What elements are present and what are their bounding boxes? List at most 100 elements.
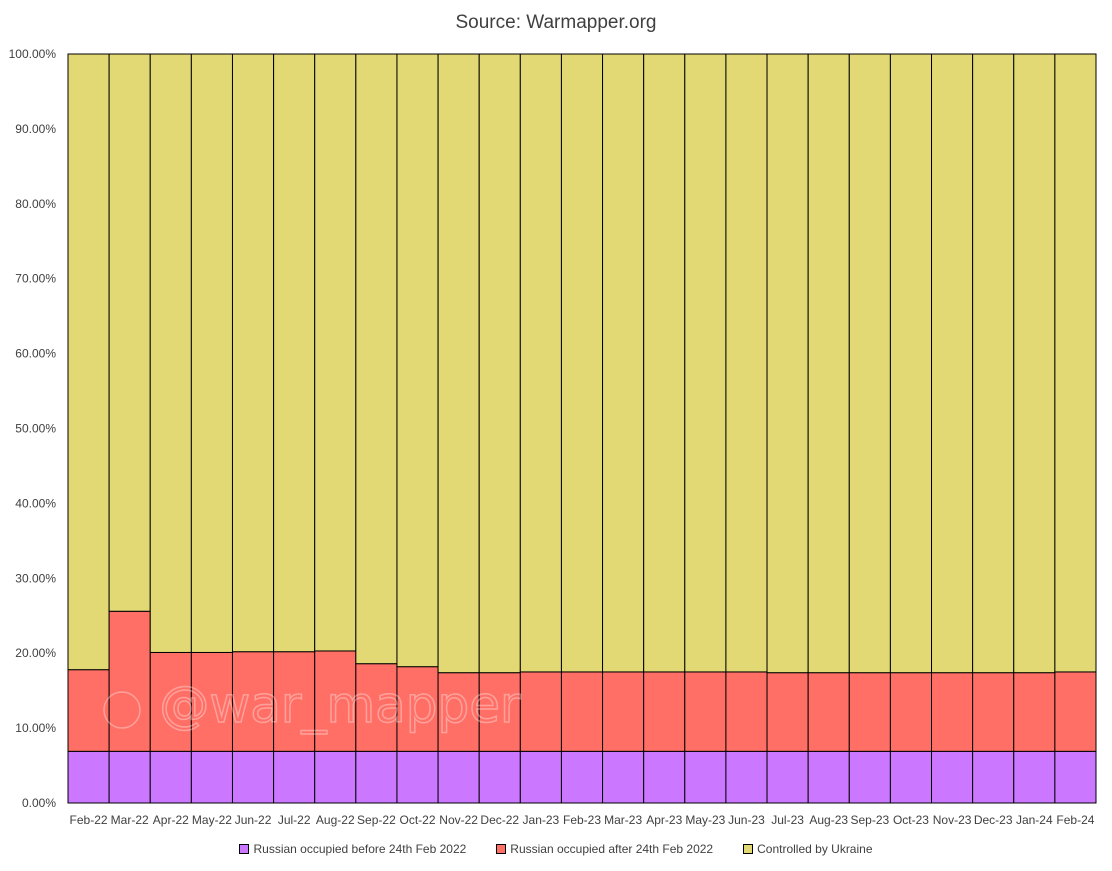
bar-segment-after xyxy=(478,672,521,752)
legend-item-after: Russian occupied after 24th Feb 2022 xyxy=(496,842,713,856)
bar-segment-ukraine xyxy=(149,53,192,653)
x-tick-label: Aug-23 xyxy=(809,813,848,827)
bar-segment-before xyxy=(889,750,933,804)
bar-segment-after xyxy=(1013,672,1056,752)
bar-segment-ukraine xyxy=(889,53,933,674)
legend-swatch-before xyxy=(239,844,250,854)
bar-segment-ukraine xyxy=(807,53,850,674)
legend-label-after: Russian occupied after 24th Feb 2022 xyxy=(510,842,714,856)
bar-segment-after xyxy=(972,672,1015,752)
bar-segment-before xyxy=(519,750,562,804)
legend-item-ukraine: Controlled by Ukraine xyxy=(743,842,873,856)
x-tick-label: Aug-22 xyxy=(316,813,355,827)
bar-segment-before xyxy=(725,750,768,804)
watermark-text: @war_mapper xyxy=(159,676,521,734)
bar-segment-ukraine xyxy=(725,53,768,673)
bar-segment-after xyxy=(519,671,562,752)
bar-segment-after xyxy=(560,671,604,752)
x-tick-label: Dec-23 xyxy=(974,813,1013,827)
y-tick-label: 50.00% xyxy=(15,422,56,436)
bar-segment-ukraine xyxy=(1054,53,1097,673)
bar-segment-ukraine xyxy=(848,53,891,674)
x-tick-label: Sep-23 xyxy=(850,813,889,827)
bar-segment-ukraine xyxy=(67,53,110,671)
bar-segment-after xyxy=(67,669,110,752)
bar-segment-after xyxy=(807,672,850,752)
bar-segment-ukraine xyxy=(766,53,809,674)
legend-swatch-after xyxy=(496,844,507,854)
y-tick-label: 0.00% xyxy=(22,796,56,810)
legend-label-ukraine: Controlled by Ukraine xyxy=(757,842,873,856)
bar-segment-ukraine xyxy=(972,53,1015,674)
y-tick-label: 30.00% xyxy=(15,571,56,585)
x-tick-label: Nov-23 xyxy=(933,813,972,827)
bar-segment-after xyxy=(1054,671,1097,752)
bar-segment-ukraine xyxy=(355,53,398,665)
bar-segment-after xyxy=(396,666,439,752)
bar-segment-before xyxy=(355,750,398,804)
y-tick-label: 40.00% xyxy=(15,496,56,510)
bar-segment-after xyxy=(725,671,768,752)
watermark-compass-icon xyxy=(103,691,141,729)
bar-segment-after xyxy=(437,672,480,752)
bar-segment-before xyxy=(149,750,192,804)
x-tick-label: Mar-23 xyxy=(604,813,642,827)
bar-segment-ukraine xyxy=(396,53,439,668)
x-tick-label: Jul-23 xyxy=(771,813,804,827)
bar-segment-before xyxy=(314,750,357,804)
bar-segment-ukraine xyxy=(437,53,480,674)
bar-segment-ukraine xyxy=(273,53,316,653)
bar-segment-before xyxy=(684,750,727,804)
bar-segment-ukraine xyxy=(314,53,357,652)
y-tick-label: 70.00% xyxy=(15,272,56,286)
bar-segment-ukraine xyxy=(643,53,686,673)
y-tick-label: 60.00% xyxy=(15,347,56,361)
bar-segment-before xyxy=(848,750,891,804)
bar-segment-before xyxy=(1054,750,1097,804)
x-tick-label: Jan-24 xyxy=(1016,813,1053,827)
x-tick-label: Oct-22 xyxy=(400,813,436,827)
bar-segment-before xyxy=(972,750,1015,804)
y-tick-label: 100.00% xyxy=(9,47,57,61)
x-tick-label: Nov-22 xyxy=(439,813,478,827)
bar-segment-after xyxy=(931,672,974,752)
x-tick-label: Feb-24 xyxy=(1056,813,1094,827)
x-tick-label: Jun-23 xyxy=(728,813,765,827)
bar-segment-after xyxy=(108,610,151,752)
bar-segment-ukraine xyxy=(478,53,521,674)
bar-segment-before xyxy=(478,750,521,804)
y-tick-label: 10.00% xyxy=(15,721,56,735)
x-tick-label: Oct-23 xyxy=(893,813,929,827)
x-tick-label: May-23 xyxy=(685,813,725,827)
bar-segment-before xyxy=(67,750,110,804)
x-tick-label: Sep-22 xyxy=(357,813,396,827)
bar-segment-after xyxy=(889,672,933,752)
x-tick-label: Apr-22 xyxy=(153,813,189,827)
bar-segment-before xyxy=(108,750,151,804)
y-tick-label: 90.00% xyxy=(15,122,56,136)
bar-segment-before xyxy=(931,750,974,804)
bar-segment-before xyxy=(807,750,850,804)
x-tick-label: Jul-22 xyxy=(278,813,311,827)
bar-segment-before xyxy=(560,750,604,804)
bar-segment-after xyxy=(602,671,645,752)
bar-segment-after xyxy=(355,663,398,752)
x-tick-label: Mar-22 xyxy=(111,813,149,827)
bar-segment-before xyxy=(643,750,686,804)
bar-segment-ukraine xyxy=(519,53,562,673)
bar-segment-after xyxy=(643,671,686,752)
y-tick-label: 20.00% xyxy=(15,646,56,660)
bar-segment-ukraine xyxy=(684,53,727,673)
bar-segment-ukraine xyxy=(108,53,151,612)
legend-label-before: Russian occupied before 24th Feb 2022 xyxy=(253,842,467,856)
bar-segment-before xyxy=(231,750,275,804)
x-tick-label: Dec-22 xyxy=(480,813,519,827)
bar-segment-before xyxy=(190,750,233,804)
bar-segment-after xyxy=(848,672,891,752)
x-tick-label: Jun-22 xyxy=(235,813,272,827)
bar-segment-after xyxy=(684,671,727,752)
legend-swatch-ukraine xyxy=(743,844,754,854)
x-tick-label: May-22 xyxy=(192,813,232,827)
bar-segment-ukraine xyxy=(931,53,974,674)
bar-segment-ukraine xyxy=(190,53,233,653)
